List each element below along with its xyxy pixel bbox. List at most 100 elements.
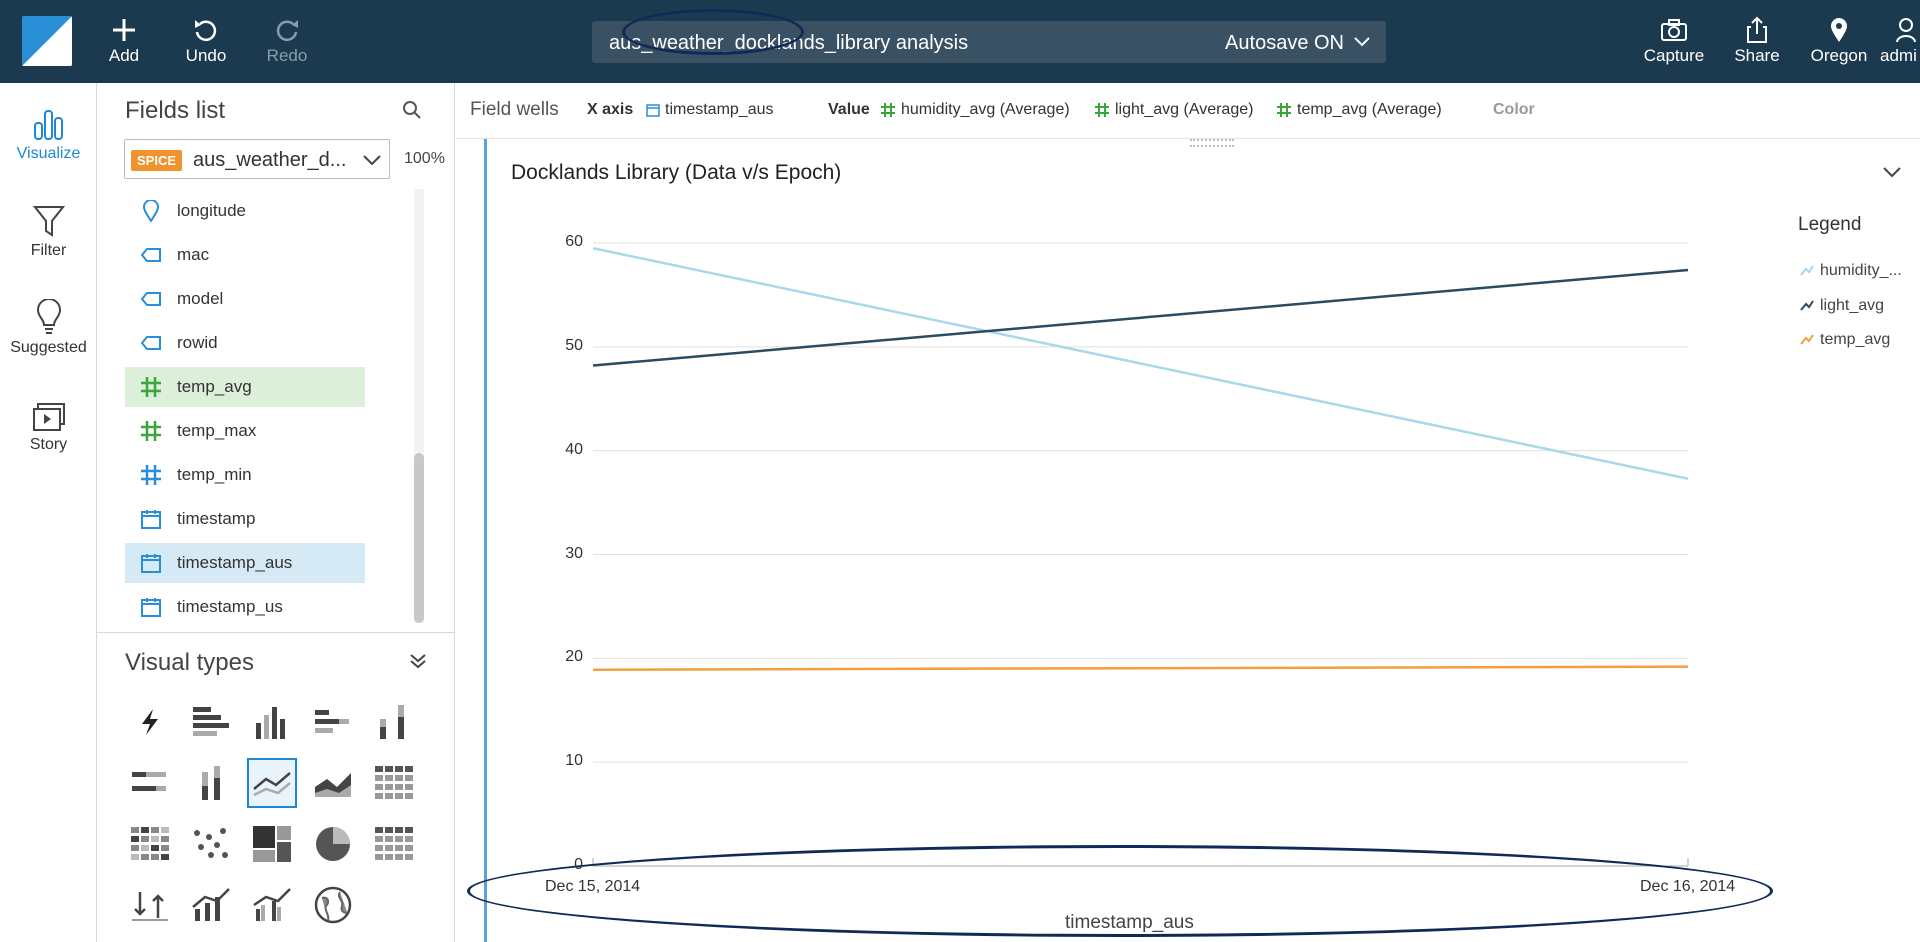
y-tick-label: 30 (565, 544, 583, 562)
field-item-temp-min[interactable]: temp_min (125, 455, 365, 495)
scatter-plot-visual-icon[interactable] (186, 819, 236, 869)
combo-chart-visual-icon[interactable] (186, 880, 236, 930)
nav-suggested-label: Suggested (10, 339, 87, 356)
legend-label: humidity_... (1820, 262, 1902, 279)
nav-story-label: Story (29, 436, 68, 453)
value-chip-light[interactable]: light_avg (Average) (1094, 101, 1253, 119)
field-label: timestamp_aus (177, 553, 293, 572)
field-label: longitude (177, 201, 247, 220)
y-tick-label: 40 (565, 440, 583, 458)
share-button[interactable]: Share (1717, 14, 1797, 66)
quicksight-logo[interactable] (22, 16, 72, 66)
nav-story[interactable]: Story (0, 388, 97, 454)
chevron-down-icon[interactable] (1883, 165, 1901, 183)
filter-icon (0, 194, 97, 238)
drag-handle-icon[interactable] (1190, 139, 1234, 147)
double-chevron-down-icon[interactable] (409, 653, 427, 674)
visual-types-title: Visual types (125, 649, 254, 676)
region-button[interactable]: Oregon (1799, 14, 1879, 66)
area-chart-visual-icon[interactable] (308, 758, 358, 808)
xaxis-field-chip[interactable]: timestamp_aus (646, 101, 774, 119)
undo-icon (166, 14, 246, 46)
series-line-temp_avg[interactable] (592, 665, 1689, 672)
nav-visualize-label: Visualize (16, 145, 81, 162)
field-item-temp-max[interactable]: temp_max (125, 411, 365, 451)
stacked-bar-visual-icon[interactable] (369, 697, 419, 747)
field-item-timestamp[interactable]: timestamp (125, 499, 365, 539)
vertical-bar-visual-icon[interactable] (247, 697, 297, 747)
field-wells-title[interactable]: Field wells (470, 99, 559, 120)
kpi-visual-icon[interactable] (125, 880, 175, 930)
heat-map-visual-icon[interactable] (125, 819, 175, 869)
autograph-visual-icon[interactable] (125, 697, 175, 747)
search-icon[interactable] (402, 100, 422, 125)
spice-percent: 100% (404, 150, 445, 167)
xaxis-well-label: X axis (587, 101, 634, 118)
pie-chart-visual-icon[interactable] (308, 819, 358, 869)
field-item-longitude[interactable]: longitude (125, 191, 365, 231)
value-chip-temp[interactable]: temp_avg (Average) (1276, 101, 1442, 119)
legend-item-temp[interactable]: temp_avg (1800, 331, 1920, 349)
redo-icon (247, 14, 327, 46)
autosave-status[interactable]: Autosave ON (1225, 32, 1344, 54)
nav-visualize[interactable]: Visualize (0, 97, 97, 163)
field-label: temp_avg (177, 377, 252, 396)
field-label: rowid (177, 333, 218, 352)
line-chart-visual-icon[interactable] (247, 758, 297, 808)
geo-pin-icon (125, 200, 177, 222)
horizontal-bar-visual-icon[interactable] (186, 697, 236, 747)
camera-icon (1634, 14, 1714, 46)
tree-map-visual-icon[interactable] (247, 819, 297, 869)
user-menu[interactable]: admi (1880, 14, 1920, 66)
left-navigation: Visualize Filter Suggested Story (0, 83, 97, 942)
visual-canvas (456, 139, 1920, 942)
stacked-vertical-visual-icon[interactable] (186, 758, 236, 808)
chart-title[interactable]: Docklands Library (Data v/s Epoch) (511, 161, 842, 184)
legend-item-light[interactable]: light_avg (1800, 297, 1920, 315)
xaxis-field-name: timestamp_aus (665, 101, 774, 118)
series-line-humidity_avg[interactable] (592, 246, 1689, 480)
calendar-icon (125, 509, 177, 529)
clustered-bar-visual-icon[interactable] (308, 697, 358, 747)
field-item-timestamp-us[interactable]: timestamp_us (125, 587, 365, 623)
color-well-label[interactable]: Color (1493, 101, 1535, 118)
stacked-horizontal-visual-icon[interactable] (125, 758, 175, 808)
chevron-down-icon[interactable] (363, 153, 381, 171)
capture-button[interactable]: Capture (1634, 14, 1714, 66)
field-item-temp-avg[interactable]: temp_avg (125, 367, 365, 407)
add-label: Add (108, 46, 140, 65)
nav-filter[interactable]: Filter (0, 194, 97, 260)
field-label: model (177, 289, 224, 308)
field-list-scroll-thumb[interactable] (414, 453, 424, 623)
measure-hash-icon (125, 420, 177, 442)
nav-suggested[interactable]: Suggested (0, 291, 97, 357)
dimension-tag-icon (125, 248, 177, 262)
field-item-mac[interactable]: mac (125, 235, 365, 275)
annotation-circle (622, 9, 804, 55)
dataset-select[interactable]: SPICE aus_weather_d... (124, 139, 390, 179)
redo-label: Redo (266, 46, 308, 65)
field-item-timestamp-aus[interactable]: timestamp_aus (125, 543, 365, 583)
add-button[interactable]: Add (84, 14, 164, 66)
field-item-model[interactable]: model (125, 279, 365, 319)
field-list-scrollbar[interactable] (414, 189, 424, 623)
legend-item-humidity[interactable]: humidity_... (1800, 262, 1920, 280)
legend-label: temp_avg (1820, 331, 1891, 348)
legend-line-icon (1800, 334, 1814, 345)
dataset-name: aus_weather_d... (193, 149, 347, 171)
x-tick-label: Dec 16, 2014 (1640, 878, 1736, 895)
table-visual-icon[interactable] (369, 819, 419, 869)
geospatial-map-visual-icon[interactable] (308, 880, 358, 930)
field-item-rowid[interactable]: rowid (125, 323, 365, 363)
series-line-light_avg[interactable] (592, 268, 1689, 367)
undo-button[interactable]: Undo (166, 14, 246, 66)
value-chip-humidity[interactable]: humidity_avg (Average) (880, 101, 1070, 119)
undo-label: Undo (185, 46, 227, 65)
pivot-table-visual-icon[interactable] (369, 758, 419, 808)
clustered-combo-visual-icon[interactable] (247, 880, 297, 930)
legend-line-icon (1800, 300, 1814, 311)
field-label: timestamp (177, 509, 256, 528)
redo-button[interactable]: Redo (247, 14, 327, 66)
chevron-down-icon[interactable] (1354, 34, 1370, 53)
